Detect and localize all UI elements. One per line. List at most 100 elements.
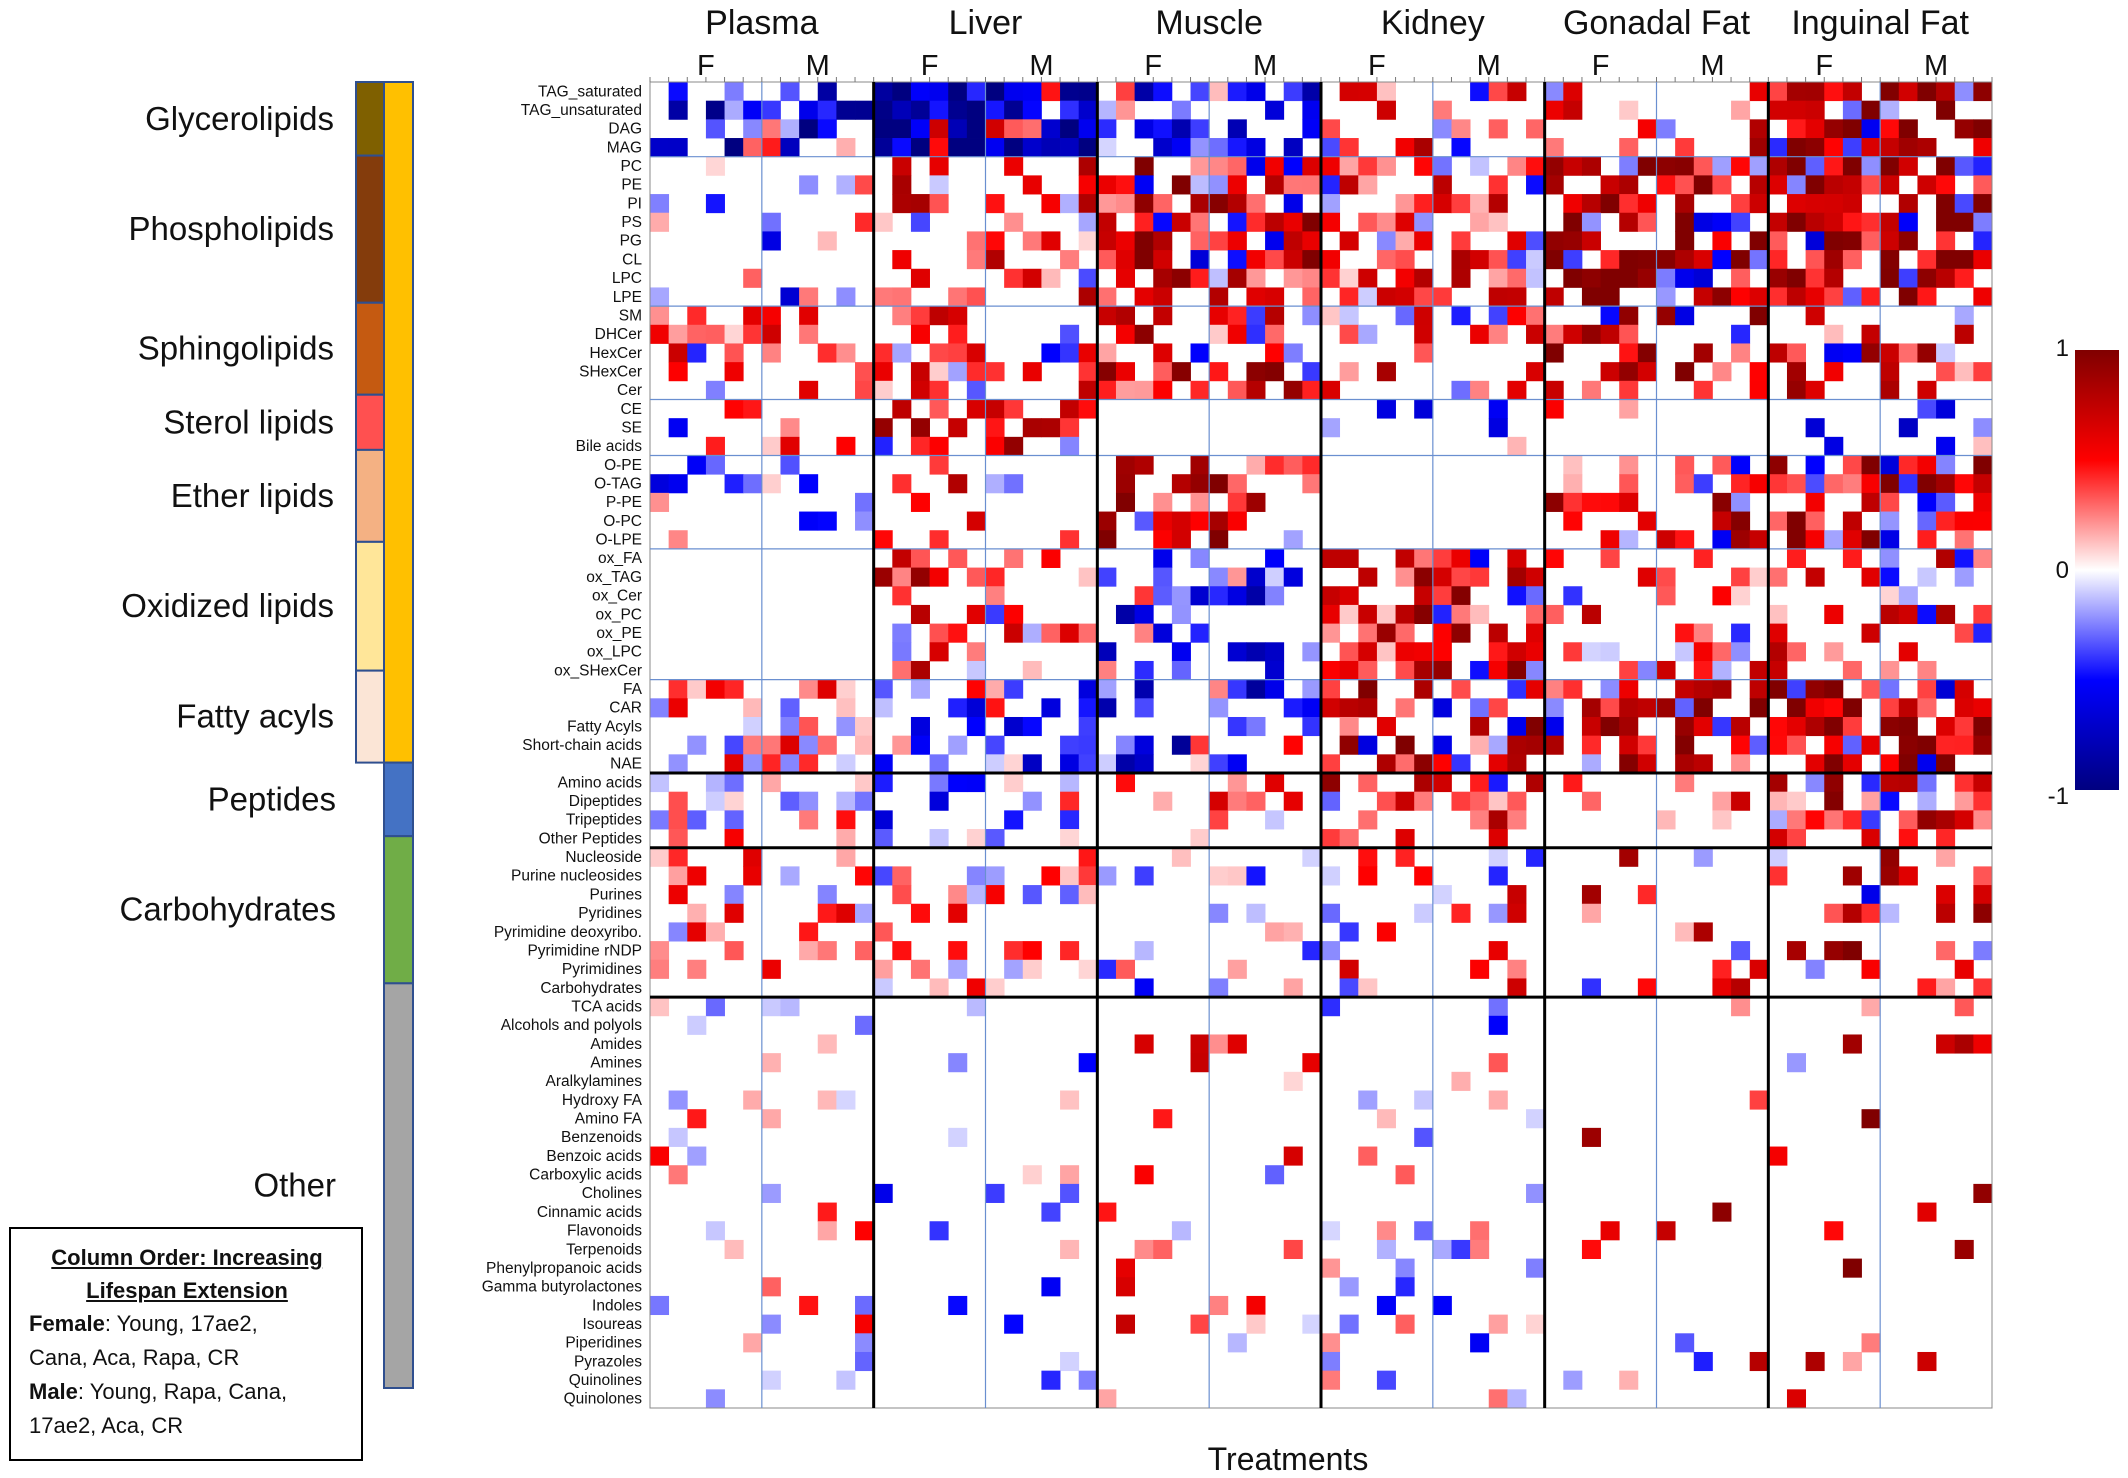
heatmap-cell	[1936, 436, 1956, 456]
heatmap-cell	[1507, 306, 1527, 326]
heatmap-cell	[1414, 548, 1434, 568]
heatmap-cell	[1544, 156, 1564, 176]
heatmap-cell	[1675, 735, 1695, 755]
heatmap-cell	[1395, 791, 1415, 811]
heatmap-cell	[1078, 399, 1098, 419]
heatmap-cell	[743, 306, 763, 326]
heatmap-cell	[1190, 268, 1210, 288]
heatmap-cell	[687, 455, 707, 475]
heatmap-cell	[1339, 829, 1359, 849]
heatmap-cell	[985, 754, 1005, 774]
heatmap-cell	[1768, 511, 1788, 531]
heatmap-cell	[1936, 362, 1956, 382]
heatmap-cell	[1637, 212, 1657, 232]
row-label: HexCer	[589, 345, 642, 362]
heatmap-cell	[1302, 716, 1322, 737]
heatmap-cell	[929, 100, 949, 120]
heatmap-cell	[780, 791, 800, 811]
heatmap-cell	[1470, 82, 1490, 102]
heatmap-cell	[1078, 343, 1098, 363]
heatmap-cell	[1917, 810, 1937, 830]
heatmap-cell	[1227, 324, 1247, 344]
heatmap-cell	[1395, 735, 1415, 755]
heatmap-cell	[1693, 175, 1713, 195]
heatmap-cell	[1693, 474, 1713, 494]
heatmap-cell	[873, 698, 893, 718]
heatmap-cell	[1004, 941, 1024, 961]
heatmap-cell	[1880, 754, 1900, 774]
heatmap-cell	[817, 343, 837, 363]
heatmap-cell	[1395, 1277, 1415, 1297]
heatmap-cell	[1022, 959, 1042, 979]
heatmap-cell	[892, 474, 912, 494]
heatmap-cell	[1227, 306, 1247, 326]
heatmap-cell	[985, 100, 1005, 120]
heatmap-cell	[1675, 231, 1695, 251]
heatmap-cell	[1880, 231, 1900, 251]
heatmap-cell	[1265, 922, 1285, 942]
heatmap-cell	[1786, 212, 1807, 232]
heatmap-cell	[1712, 791, 1732, 811]
heatmap-cell	[1246, 492, 1266, 512]
heatmap-cell	[780, 418, 800, 438]
heatmap-cell	[1954, 567, 1974, 587]
heatmap-cell	[1917, 978, 1937, 998]
heatmap-cell	[1227, 679, 1247, 699]
heatmap-cell	[1731, 492, 1751, 512]
heatmap-cell	[1507, 885, 1527, 905]
heatmap-cell	[761, 1277, 781, 1297]
row-label: TCA acids	[571, 999, 642, 1016]
heatmap-cell	[1097, 567, 1117, 587]
heatmap-cell	[948, 418, 968, 438]
heatmap-cell	[1805, 1351, 1825, 1372]
heatmap-cell	[1526, 156, 1546, 176]
row-label: Carbohydrates	[540, 980, 642, 997]
row-label: Pyridines	[578, 905, 642, 922]
heatmap-cell	[1805, 100, 1825, 120]
heatmap-cell	[892, 941, 912, 961]
heatmap-cell	[1619, 399, 1639, 419]
heatmap-cell	[1656, 287, 1676, 307]
heatmap-cell	[1339, 156, 1359, 176]
heatmap-cell	[761, 100, 781, 120]
heatmap-cell	[1600, 287, 1620, 307]
heatmap-cell	[1115, 474, 1136, 494]
heatmap-cell	[1544, 735, 1564, 755]
heatmap-cell	[1321, 941, 1341, 961]
heatmap-cell	[1898, 418, 1918, 438]
heatmap-cell	[1619, 212, 1639, 232]
heatmap-cell	[1153, 791, 1173, 811]
heatmap-cell	[724, 903, 744, 923]
heatmap-cell	[1973, 623, 1993, 643]
heatmap-cell	[1395, 1314, 1415, 1334]
heatmap-cell	[1339, 959, 1359, 979]
heatmap-cell	[1842, 810, 1862, 830]
heatmap-cell	[1339, 978, 1359, 998]
heatmap-cell	[1115, 773, 1136, 793]
row-label: Amino FA	[575, 1111, 643, 1128]
heatmap-cell	[799, 1295, 819, 1316]
heatmap-cell	[1749, 660, 1769, 681]
heatmap-cell	[1358, 698, 1378, 718]
heatmap-cell	[1097, 511, 1117, 531]
heatmap-cell	[1395, 847, 1415, 867]
heatmap-cell	[1209, 903, 1229, 923]
heatmap-cell	[1339, 660, 1359, 681]
heatmap-cell	[855, 735, 875, 755]
heatmap-cell	[1097, 212, 1117, 232]
heatmap-cell	[1227, 586, 1247, 606]
heatmap-cell	[1190, 829, 1210, 849]
heatmap-cell	[1842, 548, 1862, 568]
heatmap-cell	[1321, 1333, 1341, 1353]
heatmap-cell	[1563, 511, 1583, 531]
heatmap-cell	[985, 119, 1005, 139]
heatmap-cell	[1171, 1221, 1191, 1241]
heatmap-cell	[1227, 1333, 1247, 1353]
heatmap-cell	[724, 343, 744, 363]
heatmap-cell	[1842, 82, 1862, 102]
heatmap-cell	[1954, 810, 1974, 830]
heatmap-cell	[1339, 922, 1359, 942]
heatmap-cell	[1842, 194, 1862, 214]
heatmap-cell	[1786, 380, 1807, 400]
heatmap-cell	[1060, 885, 1080, 905]
